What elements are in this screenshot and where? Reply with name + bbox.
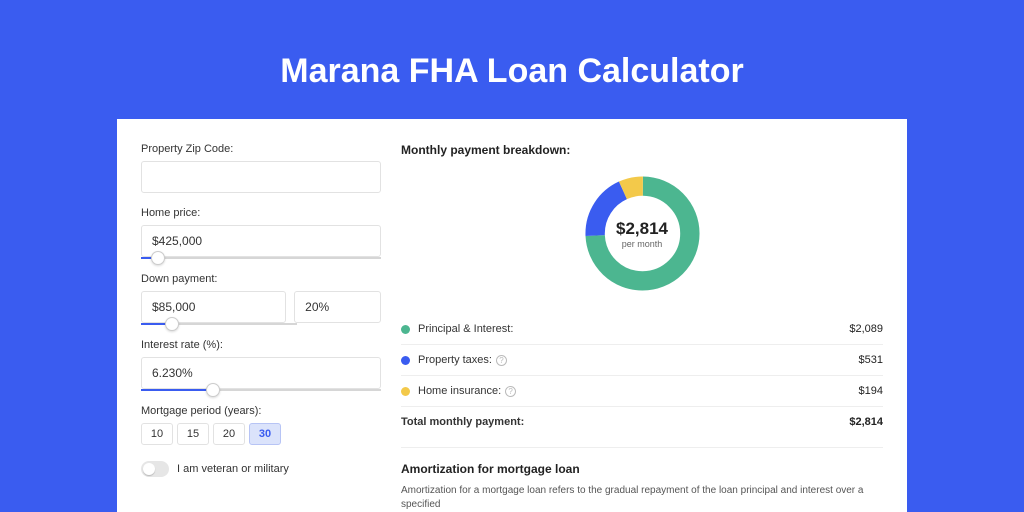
calculator-card: Property Zip Code: Home price: Down paym…	[117, 119, 907, 512]
home-price-field-group: Home price:	[141, 207, 381, 259]
legend-label: Property taxes:?	[418, 354, 859, 366]
legend-row-0: Principal & Interest:$2,089	[401, 314, 883, 345]
help-icon[interactable]: ?	[496, 355, 507, 366]
breakdown-panel: Monthly payment breakdown: $2,814 per mo…	[401, 143, 883, 512]
home-price-label: Home price:	[141, 207, 381, 219]
breakdown-title: Monthly payment breakdown:	[401, 143, 883, 157]
breakdown-legend: Principal & Interest:$2,089Property taxe…	[401, 314, 883, 407]
legend-row-2: Home insurance:?$194	[401, 376, 883, 407]
legend-row-1: Property taxes:?$531	[401, 345, 883, 376]
mortgage-period-field-group: Mortgage period (years): 10152030	[141, 405, 381, 445]
mortgage-period-buttons: 10152030	[141, 423, 381, 445]
down-payment-label: Down payment:	[141, 273, 381, 285]
zip-label: Property Zip Code:	[141, 143, 381, 155]
veteran-toggle-label: I am veteran or military	[177, 463, 289, 475]
down-payment-pct-input[interactable]	[294, 291, 381, 323]
donut-chart: $2,814 per month	[580, 171, 705, 296]
zip-input[interactable]	[141, 161, 381, 193]
mortgage-period-option-10[interactable]: 10	[141, 423, 173, 445]
legend-label: Principal & Interest:	[418, 323, 849, 335]
interest-rate-slider[interactable]	[141, 389, 381, 391]
donut-center-sub: per month	[622, 239, 663, 249]
legend-dot-icon	[401, 325, 410, 334]
veteran-toggle[interactable]	[141, 461, 169, 477]
breakdown-total-label: Total monthly payment:	[401, 416, 849, 428]
help-icon[interactable]: ?	[505, 386, 516, 397]
mortgage-period-option-30[interactable]: 30	[249, 423, 281, 445]
veteran-toggle-row: I am veteran or military	[141, 461, 381, 477]
interest-rate-label: Interest rate (%):	[141, 339, 381, 351]
down-payment-amount-input[interactable]	[141, 291, 286, 323]
home-price-input[interactable]	[141, 225, 381, 257]
mortgage-period-label: Mortgage period (years):	[141, 405, 381, 417]
interest-rate-field-group: Interest rate (%):	[141, 339, 381, 391]
legend-value: $194	[859, 385, 883, 397]
amortization-title: Amortization for mortgage loan	[401, 462, 883, 476]
mortgage-period-option-15[interactable]: 15	[177, 423, 209, 445]
page-title: Marana FHA Loan Calculator	[280, 52, 743, 91]
down-payment-slider[interactable]	[141, 323, 297, 325]
donut-center-amount: $2,814	[616, 219, 668, 239]
legend-label: Home insurance:?	[418, 385, 859, 397]
down-payment-field-group: Down payment:	[141, 273, 381, 325]
zip-field-group: Property Zip Code:	[141, 143, 381, 193]
legend-value: $531	[859, 354, 883, 366]
donut-chart-wrap: $2,814 per month	[401, 171, 883, 296]
amortization-text: Amortization for a mortgage loan refers …	[401, 484, 883, 512]
amortization-block: Amortization for mortgage loan Amortizat…	[401, 447, 883, 512]
legend-value: $2,089	[849, 323, 883, 335]
form-panel: Property Zip Code: Home price: Down paym…	[141, 143, 381, 512]
mortgage-period-option-20[interactable]: 20	[213, 423, 245, 445]
interest-rate-input[interactable]	[141, 357, 381, 389]
breakdown-total-row: Total monthly payment: $2,814	[401, 407, 883, 437]
legend-dot-icon	[401, 356, 410, 365]
breakdown-total-value: $2,814	[849, 416, 883, 428]
toggle-knob	[143, 463, 155, 475]
legend-dot-icon	[401, 387, 410, 396]
home-price-slider[interactable]	[141, 257, 381, 259]
